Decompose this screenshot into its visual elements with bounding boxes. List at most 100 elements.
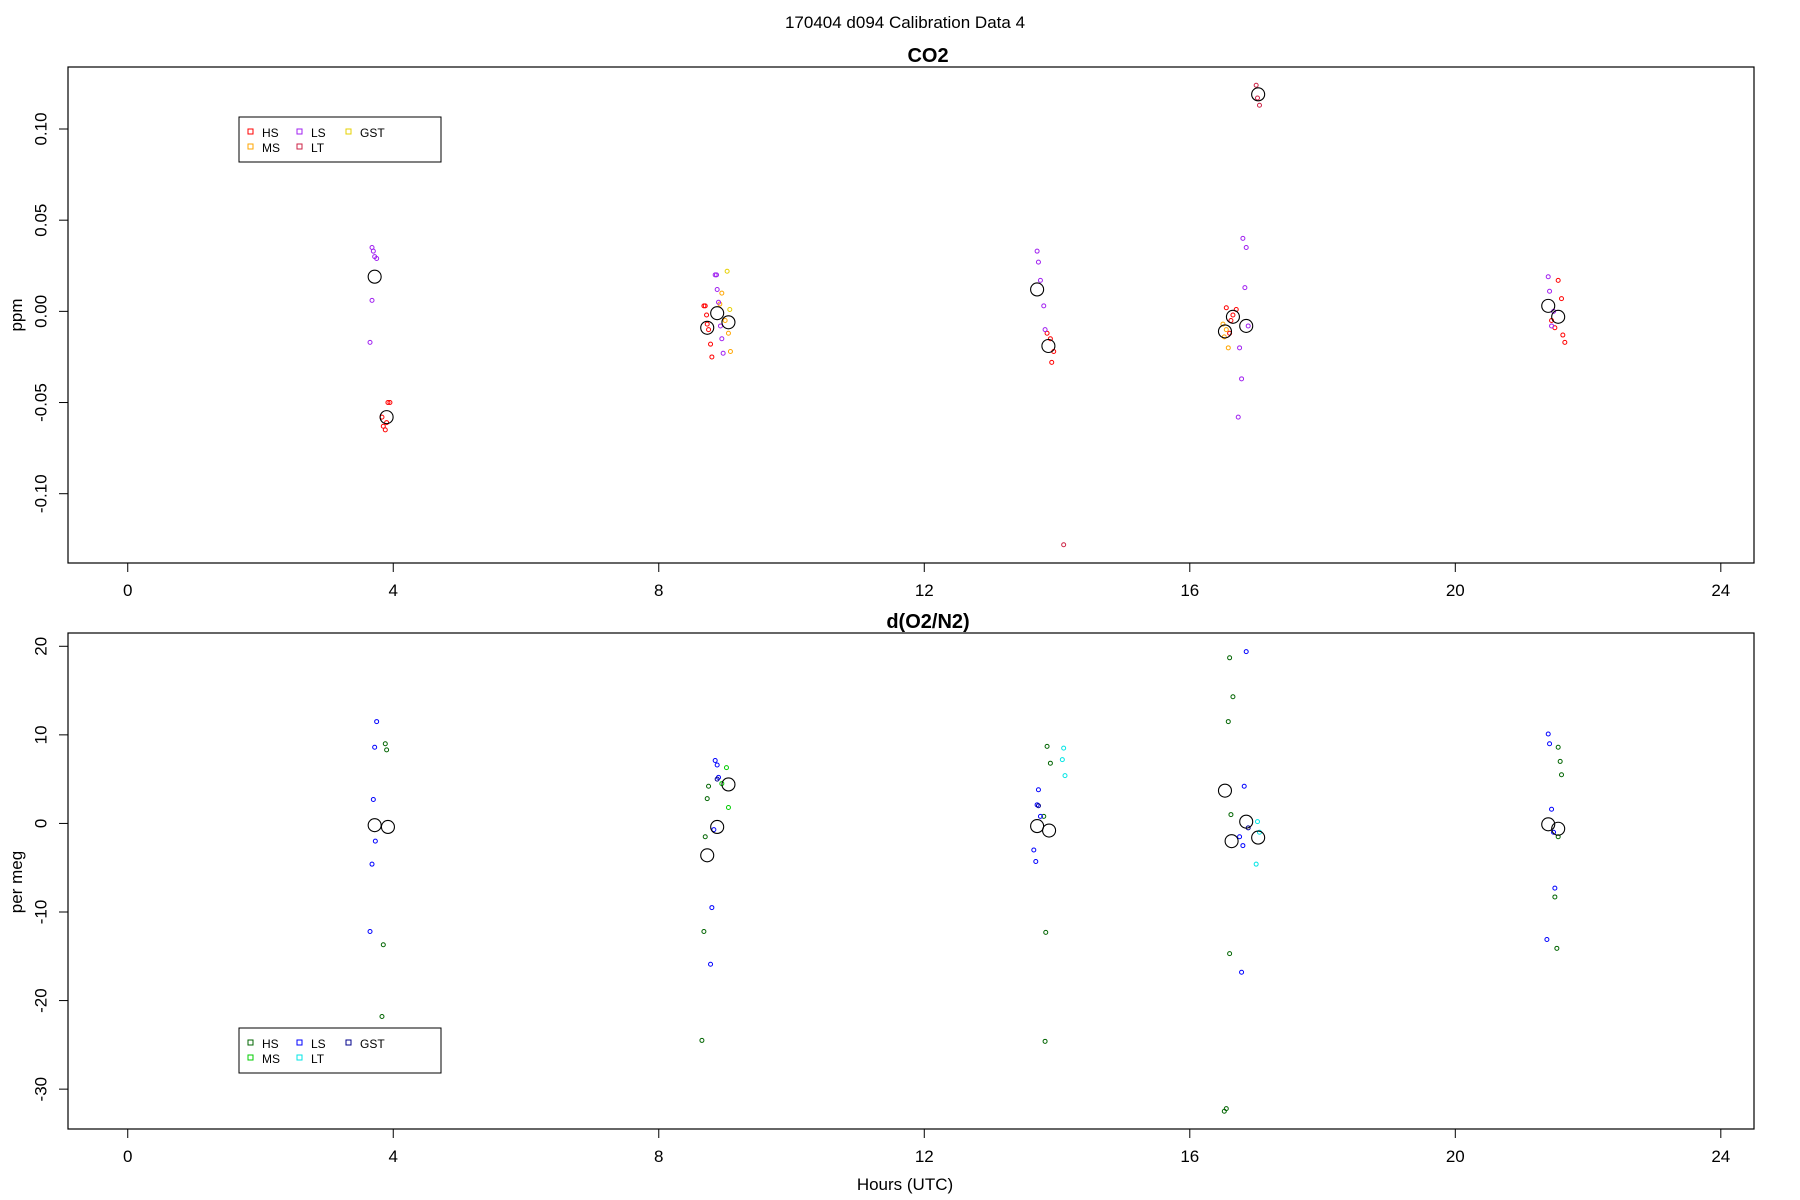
co2-mean-point xyxy=(721,315,736,330)
o2n2-point-hs xyxy=(1557,758,1563,764)
co2-legend-label-gst: GST xyxy=(360,126,385,140)
co2-y-tick-label: 0.00 xyxy=(31,295,50,328)
o2n2-legend-label-lt: LT xyxy=(311,1052,325,1066)
o2n2-x-tick-label: 8 xyxy=(654,1147,663,1166)
o2n2-point-hs xyxy=(1227,655,1233,661)
o2n2-point-ls xyxy=(1551,829,1557,835)
co2-x-tick-label: 20 xyxy=(1446,581,1465,600)
co2-point-ms xyxy=(1223,327,1229,333)
co2-x-tick-label: 4 xyxy=(389,581,398,600)
o2n2-y-tick-label: 0 xyxy=(31,819,50,828)
co2-point-hs xyxy=(1560,332,1566,338)
o2n2-point-lt xyxy=(1059,757,1065,763)
o2n2-point-hs xyxy=(1225,719,1231,725)
o2n2-legend-hs: HS xyxy=(247,1037,279,1051)
o2n2-point-hs xyxy=(1230,694,1236,700)
o2n2-legend-ms: MS xyxy=(247,1052,280,1066)
o2n2-point-hs xyxy=(1044,743,1050,749)
o2n2-point-ls xyxy=(1544,936,1550,942)
co2-point-gst xyxy=(724,268,730,274)
o2n2-point-ms xyxy=(725,804,731,810)
o2n2-point-hs xyxy=(1221,1108,1227,1114)
co2-x-tick-label: 16 xyxy=(1180,581,1199,600)
o2n2-point-ls xyxy=(711,827,717,833)
co2-point-ls xyxy=(1545,274,1551,280)
o2n2-y-axis-label: per meg xyxy=(7,851,26,913)
co2-point-ls xyxy=(1035,259,1041,265)
co2-legend-label-ls: LS xyxy=(311,126,326,140)
co2-point-hs xyxy=(706,327,712,333)
co2-point-gst xyxy=(727,307,733,313)
co2-point-ls xyxy=(369,297,375,303)
co2-mean-point xyxy=(700,320,715,335)
o2n2-point-hs xyxy=(384,747,390,753)
co2-point-ms xyxy=(719,290,725,296)
o2n2-point-ls xyxy=(1035,787,1041,793)
o2n2-point-ls xyxy=(1243,649,1249,655)
co2-x-tick-label: 8 xyxy=(654,581,663,600)
o2n2-y-tick-label: -10 xyxy=(31,900,50,925)
co2-point-ls xyxy=(714,272,720,278)
o2n2-point-hs xyxy=(704,796,710,802)
o2n2-legend-label-ms: MS xyxy=(262,1052,280,1066)
co2-point-ls xyxy=(1240,235,1246,241)
o2n2-point-hs xyxy=(1227,951,1233,957)
o2n2-point-hs xyxy=(1555,744,1561,750)
co2-point-ls xyxy=(1037,277,1043,283)
o2n2-legend-ls: LS xyxy=(296,1037,326,1051)
co2-legend-label-lt: LT xyxy=(311,141,325,155)
co2-point-ls xyxy=(714,286,720,292)
co2-mean-point xyxy=(1541,298,1556,313)
co2-mean-point xyxy=(1041,338,1056,354)
co2-point-hs xyxy=(384,420,390,426)
o2n2-point-gst xyxy=(714,776,720,782)
co2-mean-point xyxy=(1239,318,1254,333)
o2n2-mean-point xyxy=(1224,834,1239,849)
co2-point-ls xyxy=(1547,288,1553,294)
co2-mean-point xyxy=(1251,87,1266,102)
co2-y-tick-label: 0.10 xyxy=(31,112,50,145)
o2n2-point-ls xyxy=(1031,847,1037,853)
o2n2-point-ls xyxy=(1037,813,1043,819)
o2n2-point-lt xyxy=(1062,773,1068,779)
o2n2-point-hs xyxy=(702,834,708,840)
co2-legend-ms: MS xyxy=(247,141,280,155)
co2-point-hs xyxy=(1223,305,1229,311)
o2n2-points xyxy=(367,649,1566,1114)
o2n2-point-hs xyxy=(1042,1038,1048,1044)
co2-point-hs xyxy=(704,321,710,327)
o2n2-title: d(O2/N2) xyxy=(886,611,969,633)
o2n2-mean-point xyxy=(380,819,395,835)
co2-point-hs xyxy=(701,303,707,309)
co2-point-ls xyxy=(1034,248,1040,254)
co2-mean-point xyxy=(1225,309,1240,324)
co2-point-lt xyxy=(1253,82,1259,88)
o2n2-legend-label-hs: HS xyxy=(262,1037,279,1051)
co2-y-axis-label: ppm xyxy=(7,298,26,331)
co2-y-axis: -0.10 -0.05 0.00 0.05 0.10 xyxy=(31,112,69,513)
o2n2-point-hs xyxy=(1559,772,1565,778)
o2n2-point-ls xyxy=(1241,783,1247,789)
co2-mean-point xyxy=(1217,324,1233,339)
co2-point-hs xyxy=(385,400,391,406)
co2-legend-gst: GST xyxy=(345,126,385,140)
o2n2-mean-point xyxy=(1551,821,1566,836)
o2n2-point-lt xyxy=(1254,819,1260,825)
o2n2-point-hs xyxy=(1228,812,1234,818)
o2n2-point-ls xyxy=(714,762,720,768)
co2-point-hs xyxy=(1049,359,1055,365)
co2-x-tick-label: 0 xyxy=(123,581,132,600)
o2n2-mean-point xyxy=(700,848,715,863)
o2n2-point-ls xyxy=(372,838,378,844)
o2n2-point-ls xyxy=(1552,885,1558,891)
o2n2-point-hs xyxy=(1047,760,1053,766)
o2n2-point-hs xyxy=(1041,813,1047,819)
o2n2-y-tick-label: -30 xyxy=(31,1077,50,1102)
o2n2-point-lt xyxy=(1253,861,1259,867)
o2n2-point-ls xyxy=(372,744,378,750)
o2n2-point-ls xyxy=(369,861,375,867)
o2n2-x-tick-label: 4 xyxy=(389,1147,398,1166)
co2-y-tick-label: -0.05 xyxy=(31,383,50,422)
o2n2-point-ls xyxy=(1549,806,1555,812)
